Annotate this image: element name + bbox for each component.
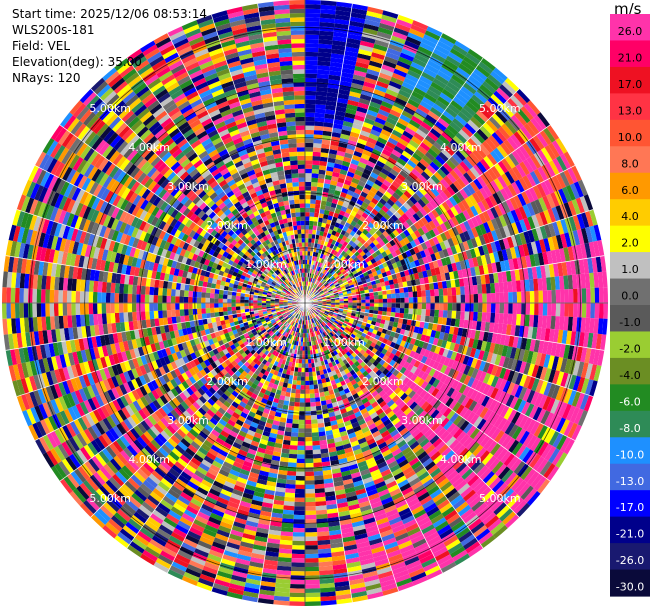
range-label: 3.00km xyxy=(401,180,443,193)
colorbar-swatch xyxy=(610,543,650,571)
elevation-label: Elevation(deg): 35.00 xyxy=(12,55,142,69)
colorbar-swatch xyxy=(610,66,650,94)
range-label: 4.00km xyxy=(440,453,482,466)
colorbar-swatch xyxy=(610,305,650,333)
colorbar-tick-label: -26.0 xyxy=(616,554,644,567)
range-label: 1.00km xyxy=(323,336,365,349)
velocity-gates xyxy=(1,0,609,607)
range-label: 2.00km xyxy=(362,219,404,232)
colorbar-tick-label: -1.0 xyxy=(619,316,640,329)
range-rings xyxy=(2,0,608,606)
colorbar-tick-label: 2.0 xyxy=(621,237,639,250)
colorbar-swatch xyxy=(610,40,650,68)
colorbar-tick-label: 6.0 xyxy=(621,184,639,197)
colorbar-tick-label: -30.0 xyxy=(616,581,644,594)
colorbar-tick-label: -13.0 xyxy=(616,475,644,488)
range-labels: 1.00km 1.00km 1.00km 1.00km 2.00km 2.00km 2.00… xyxy=(89,102,520,505)
colorbar: 26.0 21.0 17.0 13.0 10.0 8.0 6.0 4.0 2.0 1.0 0.0 -1… xyxy=(610,14,650,597)
colorbar-swatch xyxy=(610,225,650,253)
colorbar-unit: m/s xyxy=(614,0,642,18)
ppi-velocity-plot: 1.00km 1.00km 1.00km 1.00km 2.00km 2.00km 2.00… xyxy=(1,0,609,607)
colorbar-swatch xyxy=(610,331,650,359)
instrument-label: WLS200s-181 xyxy=(12,23,95,37)
colorbar-swatch xyxy=(610,119,650,147)
range-label: 2.00km xyxy=(362,375,404,388)
start-time-label: Start time: 2025/12/06 08:53:14 xyxy=(12,7,207,21)
colorbar-tick-label: 21.0 xyxy=(618,52,643,65)
colorbar-swatch xyxy=(610,199,650,227)
range-label: 4.00km xyxy=(128,141,170,154)
range-label: 3.00km xyxy=(167,414,209,427)
range-label: 3.00km xyxy=(401,414,443,427)
colorbar-swatch xyxy=(610,437,650,465)
colorbar-swatch xyxy=(610,172,650,200)
colorbar-swatch xyxy=(610,490,650,518)
colorbar-swatch xyxy=(610,516,650,544)
range-label: 1.00km xyxy=(245,336,287,349)
colorbar-tick-label: 17.0 xyxy=(618,78,643,91)
range-label: 5.00km xyxy=(479,102,521,115)
colorbar-swatch xyxy=(610,146,650,174)
colorbar-swatch xyxy=(610,384,650,412)
colorbar-tick-label: -21.0 xyxy=(616,528,644,541)
colorbar-tick-label: 13.0 xyxy=(618,104,643,117)
colorbar-tick-label: 0.0 xyxy=(621,290,639,303)
range-label: 2.00km xyxy=(206,375,248,388)
field-label: Field: VEL xyxy=(12,39,71,53)
colorbar-swatch xyxy=(610,357,650,385)
colorbar-tick-label: -10.0 xyxy=(616,448,644,461)
range-label: 5.00km xyxy=(89,492,131,505)
colorbar-tick-label: 4.0 xyxy=(621,210,639,223)
range-label: 1.00km xyxy=(323,258,365,271)
colorbar-swatch xyxy=(610,569,650,597)
colorbar-swatch xyxy=(610,14,650,42)
colorbar-tick-label: -8.0 xyxy=(619,422,640,435)
colorbar-tick-label: 10.0 xyxy=(618,131,643,144)
range-label: 5.00km xyxy=(479,492,521,505)
colorbar-tick-label: -4.0 xyxy=(619,369,640,382)
range-label: 3.00km xyxy=(167,180,209,193)
colorbar-tick-label: 26.0 xyxy=(618,25,643,38)
range-label: 4.00km xyxy=(128,453,170,466)
colorbar-tick-label: 8.0 xyxy=(621,157,639,170)
colorbar-swatch xyxy=(610,93,650,121)
colorbar-swatch xyxy=(610,410,650,438)
range-label: 1.00km xyxy=(245,258,287,271)
range-label: 4.00km xyxy=(440,141,482,154)
colorbar-swatch xyxy=(610,463,650,491)
colorbar-tick-label: -6.0 xyxy=(619,395,640,408)
colorbar-swatch xyxy=(610,252,650,280)
range-label: 2.00km xyxy=(206,219,248,232)
colorbar-tick-label: -2.0 xyxy=(619,343,640,356)
colorbar-tick-label: 1.0 xyxy=(621,263,639,276)
colorbar-swatch xyxy=(610,278,650,306)
colorbar-tick-label: -17.0 xyxy=(616,501,644,514)
range-label: 5.00km xyxy=(89,102,131,115)
nrays-label: NRays: 120 xyxy=(12,71,81,85)
